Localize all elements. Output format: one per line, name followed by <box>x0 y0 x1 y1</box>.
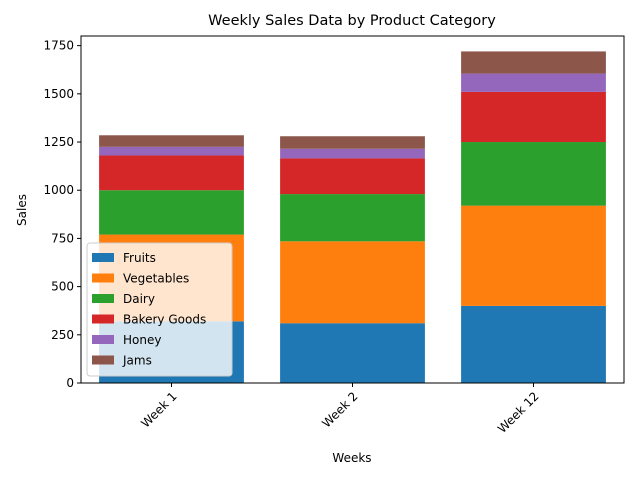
bar-jams-week-2 <box>280 136 425 149</box>
y-tick-label: 250 <box>51 328 74 342</box>
bar-fruits-week-2 <box>280 323 425 383</box>
legend-label-fruits: Fruits <box>123 251 156 265</box>
x-axis-label: Weeks <box>332 451 371 465</box>
legend: Fruits Vegetables Dairy Bakery Goods Honey Ja… <box>86 242 233 377</box>
y-tick-label: 1250 <box>43 135 74 149</box>
bar-dairy-week-2 <box>280 194 425 242</box>
legend-swatch-bakery-goods <box>92 314 114 324</box>
bar-bakery-goods-week-1 <box>99 155 244 191</box>
chart-title: Weekly Sales Data by Product Category <box>208 13 496 29</box>
bar-honey-week-12 <box>461 73 606 92</box>
bar-dairy-week-1 <box>99 190 244 235</box>
legend-swatch-honey <box>92 335 114 344</box>
bar-dairy-week-12 <box>461 142 606 206</box>
y-tick-label: 750 <box>51 231 74 245</box>
bar-honey-week-1 <box>99 146 244 156</box>
legend-swatch-fruits <box>92 253 114 262</box>
bar-bakery-goods-week-12 <box>461 91 606 143</box>
bar-honey-week-2 <box>280 148 425 159</box>
y-tick-label: 1750 <box>43 39 74 53</box>
legend-swatch-jams <box>92 355 114 365</box>
legend-label-vegetables: Vegetables <box>123 272 189 286</box>
y-tick-label: 500 <box>51 280 74 294</box>
legend-frame <box>86 242 233 377</box>
bar-jams-week-12 <box>461 51 606 74</box>
y-tick-label: 1000 <box>43 183 74 197</box>
legend-swatch-vegetables <box>92 273 114 283</box>
y-axis: 0 250 500 750 1000 1250 1500 1750 <box>43 39 81 390</box>
legend-label-bakery-goods: Bakery Goods <box>123 313 206 327</box>
bar-fruits-week-12 <box>461 305 606 383</box>
legend-label-jams: Jams <box>122 354 152 368</box>
legend-label-dairy: Dairy <box>123 292 155 306</box>
y-axis-label: Sales <box>15 194 29 226</box>
x-tick-label: Week 12 <box>495 389 542 436</box>
y-tick-label: 0 <box>66 376 74 390</box>
x-axis: Week 1 Week 2 Week 12 <box>138 383 542 436</box>
x-tick-label: Week 1 <box>138 389 179 430</box>
bar-vegetables-week-2 <box>280 241 425 324</box>
bar-bakery-goods-week-2 <box>280 158 425 195</box>
legend-label-honey: Honey <box>123 333 161 347</box>
x-tick-label: Week 2 <box>319 389 360 430</box>
bar-jams-week-1 <box>99 135 244 147</box>
y-tick-label: 1500 <box>43 87 74 101</box>
bar-vegetables-week-12 <box>461 205 606 306</box>
legend-swatch-dairy <box>92 294 114 303</box>
